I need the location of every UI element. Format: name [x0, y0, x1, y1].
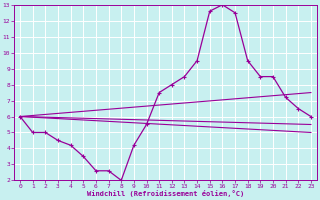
X-axis label: Windchill (Refroidissement éolien,°C): Windchill (Refroidissement éolien,°C)	[87, 190, 244, 197]
